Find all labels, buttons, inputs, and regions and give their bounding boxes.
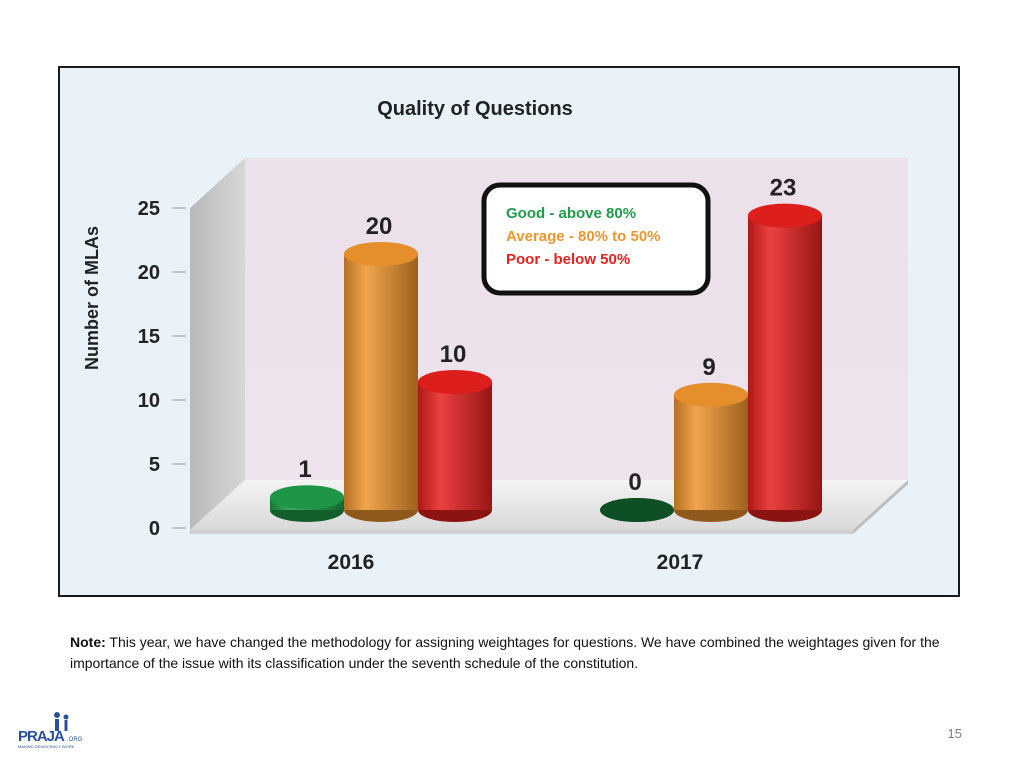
bar: 1: [270, 456, 344, 522]
bar-body: [674, 394, 748, 510]
floor-edge: [190, 530, 853, 534]
data-label: 0: [628, 469, 641, 496]
bar: 10: [418, 341, 492, 522]
bar: 9: [674, 354, 748, 522]
side-wall: [190, 158, 245, 530]
y-tick-label: 20: [138, 262, 160, 284]
note-text: This year, we have changed the methodolo…: [70, 634, 940, 671]
bar-top: [748, 203, 822, 228]
bars: 1 20 10 0 9 23: [270, 175, 822, 522]
chart-frame: Quality of Questions Number of MLAs Good…: [58, 66, 960, 597]
legend-entry: Poor - below 50%: [506, 251, 630, 268]
note-label: Note:: [70, 634, 106, 650]
bar-top: [270, 485, 344, 510]
bar-top: [600, 498, 674, 522]
logo-suffix: .ORG: [67, 737, 83, 743]
x-tick-label: 2017: [657, 551, 704, 574]
bar-chart: Quality of Questions Number of MLAs Good…: [82, 98, 908, 574]
x-tick-label: 2016: [328, 551, 375, 574]
methodology-note: Note: This year, we have changed the met…: [70, 632, 970, 674]
data-label: 20: [366, 213, 393, 240]
logo-name: PRAJA: [18, 728, 65, 745]
floor-edge-right: [853, 480, 908, 534]
data-label: 10: [440, 341, 467, 368]
data-label: 23: [770, 175, 797, 202]
data-label: 1: [298, 456, 311, 483]
bar-body: [418, 382, 492, 510]
bar-top: [418, 370, 492, 394]
page-number: 15: [947, 726, 962, 741]
x-axis-ticks: 2016 2017: [328, 551, 704, 574]
y-tick-label: 15: [138, 326, 160, 348]
bar: 23: [748, 175, 822, 522]
bar-top: [674, 382, 748, 407]
y-tick-label: 25: [138, 198, 160, 220]
legend-box: [481, 182, 711, 296]
legend-entry: Good - above 80%: [506, 205, 636, 222]
data-label: 9: [702, 354, 715, 381]
praja-logo: PRAJA .ORG MAKING DEMOCRACY WORK: [14, 706, 86, 752]
y-tick-label: 0: [149, 518, 160, 540]
bar-top: [344, 242, 418, 266]
bar-body: [748, 215, 822, 510]
legend: Good - above 80% Average - 80% to 50% Poor…: [506, 205, 661, 268]
y-axis-ticks: 0 5 10 15 20 25: [138, 198, 186, 540]
y-tick-label: 10: [138, 390, 160, 412]
legend-entry: Average - 80% to 50%: [506, 228, 661, 245]
chart-title: Quality of Questions: [377, 98, 573, 120]
logo-tagline: MAKING DEMOCRACY WORK: [18, 744, 75, 749]
bar-body: [344, 254, 418, 510]
praja-logo-mark: PRAJA .ORG MAKING DEMOCRACY WORK: [14, 706, 86, 752]
bar: 20: [344, 213, 418, 522]
bar: 0: [600, 469, 674, 522]
y-tick-label: 5: [149, 454, 160, 476]
y-axis-label: Number of MLAs: [82, 226, 102, 370]
